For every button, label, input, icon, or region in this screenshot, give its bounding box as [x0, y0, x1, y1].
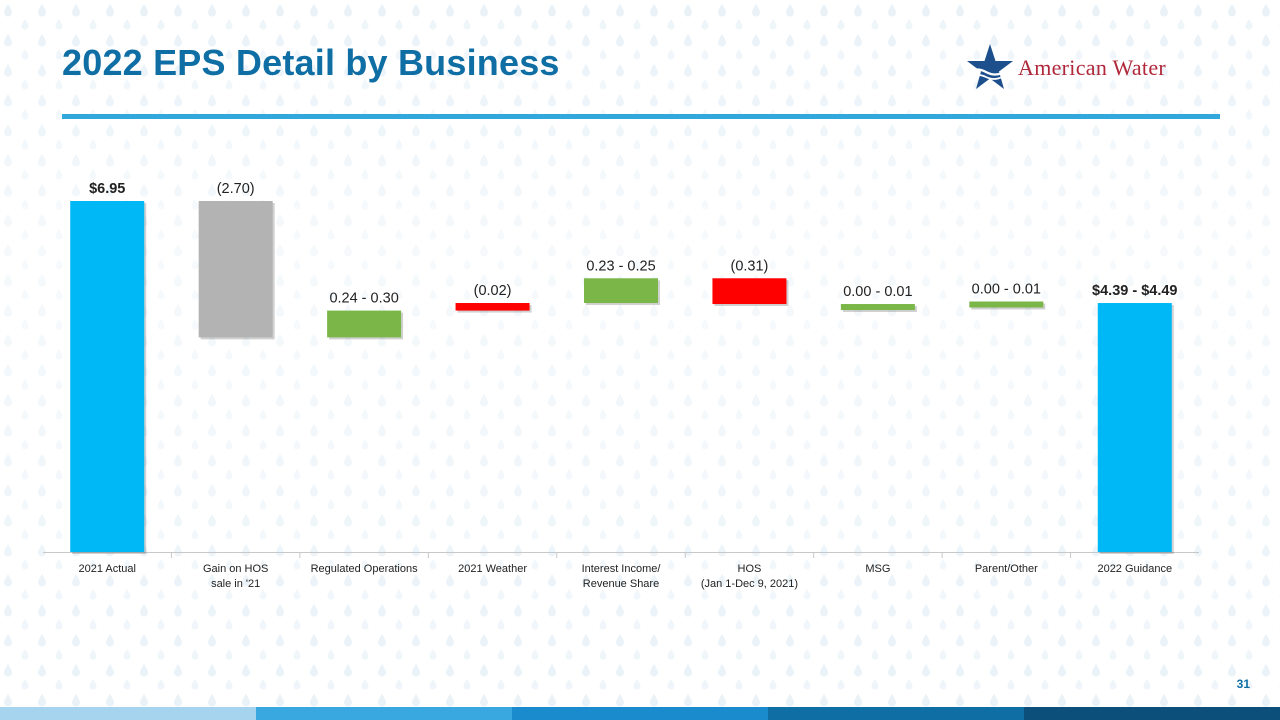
category-label: HOS — [738, 563, 762, 575]
waterfall-bar — [455, 303, 530, 311]
footer-color-band — [0, 707, 1280, 720]
waterfall-bar — [198, 201, 273, 338]
category-label: 2022 Guidance — [1097, 563, 1172, 575]
logo-text: American Water — [1018, 55, 1167, 80]
category-label: (Jan 1-Dec 9, 2021) — [701, 578, 798, 590]
footer-band-segment — [512, 707, 768, 720]
waterfall-bar — [584, 278, 658, 304]
category-label: Revenue Share — [583, 578, 659, 590]
category-label: Parent/Other — [975, 563, 1038, 575]
american-water-logo: American Water — [964, 42, 1224, 94]
category-label: 2021 Weather — [458, 563, 527, 575]
category-label: Gain on HOS — [203, 563, 268, 575]
footer-band-segment — [256, 707, 512, 720]
footer-band-segment — [1024, 707, 1280, 720]
waterfall-bar — [712, 278, 787, 305]
category-label: 2021 Actual — [78, 563, 136, 575]
category-label: sale in '21 — [211, 578, 260, 590]
footer-band-segment — [0, 707, 256, 720]
bar-value-label: 0.00 - 0.01 — [972, 282, 1041, 298]
title-underline — [62, 114, 1220, 119]
waterfall-bar — [969, 301, 1044, 308]
waterfall-bar — [327, 310, 402, 338]
bar-value-label: (0.02) — [474, 283, 512, 299]
page-title: 2022 EPS Detail by Business — [62, 42, 560, 83]
waterfall-bar — [70, 201, 145, 552]
bar-value-label: 0.24 - 0.30 — [329, 291, 398, 307]
bar-value-label: $6.95 — [89, 181, 125, 197]
footer-band-segment — [768, 707, 1024, 720]
bar-value-label: (0.31) — [730, 258, 768, 274]
page-number: 31 — [1236, 677, 1250, 691]
bar-value-label: 0.00 - 0.01 — [843, 284, 912, 300]
bar-value-label: 0.23 - 0.25 — [586, 258, 655, 274]
bar-value-label: $4.39 - $4.49 — [1092, 283, 1177, 299]
waterfall-bar — [840, 304, 915, 311]
category-label: Regulated Operations — [311, 563, 419, 575]
star-logo-icon — [967, 44, 1016, 89]
category-label: Interest Income/ — [582, 563, 662, 575]
waterfall-bar — [1097, 303, 1172, 552]
bar-value-label: (2.70) — [217, 181, 255, 197]
category-label: MSG — [865, 563, 890, 575]
